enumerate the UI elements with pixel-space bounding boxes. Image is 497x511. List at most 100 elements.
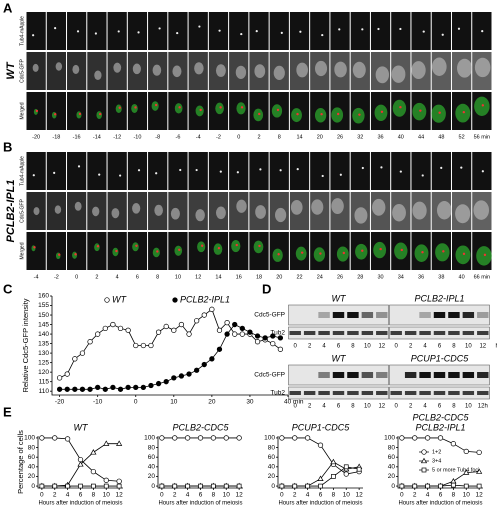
micrograph-tile	[168, 12, 188, 50]
micrograph-tile	[350, 12, 370, 50]
legend-label: WT	[112, 294, 127, 304]
time-label: 8	[278, 134, 281, 140]
gfp-signal	[174, 103, 183, 114]
lane-label: 4	[322, 344, 326, 350]
spb-dot	[361, 249, 364, 252]
blot-band	[376, 372, 388, 378]
spb-dot	[421, 174, 424, 177]
legend-marker	[172, 297, 178, 303]
time-label: 22	[296, 274, 302, 280]
data-point	[210, 435, 217, 441]
gfp-signal	[271, 104, 283, 118]
blot-band	[332, 391, 345, 395]
x-tick-label: 0	[40, 492, 44, 499]
chart-title: PCUP1-CDC5	[292, 422, 351, 432]
row-label: Tub4-mApple	[19, 16, 25, 46]
spb-dot	[195, 168, 198, 172]
time-label: 12	[195, 274, 201, 280]
data-point	[39, 435, 45, 441]
spb-dot	[300, 251, 304, 254]
data-point	[133, 342, 139, 349]
micrograph-tile	[67, 12, 87, 50]
data-point	[102, 325, 108, 332]
time-label: 48	[438, 134, 444, 140]
gfp-signal	[195, 209, 205, 222]
blot-band	[376, 331, 388, 335]
spb-dot	[296, 112, 299, 116]
data-point	[247, 329, 253, 335]
blot-band	[318, 391, 330, 395]
data-point	[463, 469, 470, 475]
x-tick-label: -10	[93, 399, 103, 406]
gfp-signal	[72, 251, 78, 259]
row-label: Cdc5-GFP	[19, 199, 25, 223]
spb-dot	[277, 253, 280, 256]
gfp-signal	[336, 246, 349, 262]
x-tick-label: 6	[199, 492, 203, 499]
time-label: 36	[378, 134, 384, 140]
gfp-signal	[411, 61, 426, 80]
data-point	[201, 361, 207, 368]
spb-dot	[421, 251, 424, 254]
data-point	[148, 382, 154, 389]
blot-band	[404, 331, 417, 335]
time-label: 28	[357, 274, 363, 280]
spb-dot	[380, 110, 384, 113]
lane-label: 12	[378, 344, 385, 350]
blot-band	[318, 372, 330, 378]
micrograph-tile	[67, 152, 87, 190]
data-point	[438, 483, 443, 489]
data-point	[186, 371, 192, 377]
lane-label: 6	[337, 344, 341, 350]
gfp-signal	[254, 64, 266, 79]
data-point	[254, 333, 261, 339]
spb-dot	[361, 166, 364, 170]
gfp-signal	[414, 244, 429, 263]
legend-label: 1+2	[432, 449, 441, 455]
data-point	[79, 386, 86, 392]
spb-dot	[54, 27, 57, 30]
x-tick-label: 6	[439, 492, 443, 499]
y-tick-label: 20	[268, 473, 276, 480]
data-point	[412, 483, 418, 489]
spb-dot	[399, 170, 402, 173]
y-tick-label: 120	[38, 369, 49, 376]
series-line	[59, 308, 281, 379]
y-tick-label: 100	[264, 435, 275, 442]
gfp-signal	[311, 199, 324, 215]
micrograph-tile	[411, 12, 431, 50]
x-tick-label: 6	[79, 492, 83, 499]
x-axis-label: Hours after induction of meiosis	[398, 501, 482, 507]
blot-band	[390, 391, 402, 395]
spb-dot	[118, 106, 121, 109]
gfp-signal	[236, 102, 246, 115]
gfp-signal	[352, 107, 365, 124]
gfp-signal	[431, 57, 447, 76]
micrograph-tile	[46, 232, 67, 270]
data-point	[56, 386, 63, 392]
micrograph-tile	[229, 152, 249, 190]
y-tick-label: 40	[28, 464, 36, 471]
x-tick-label: 6	[319, 492, 323, 499]
data-point	[254, 339, 261, 345]
time-label: 6	[136, 274, 139, 280]
spb-dot	[276, 108, 280, 112]
blot-band	[419, 391, 431, 395]
spb-dot	[198, 25, 201, 28]
x-tick-label: 8	[212, 492, 216, 499]
gfp-signal	[435, 243, 450, 262]
blot-row-label: Tub2	[270, 330, 285, 337]
gfp-signal	[394, 242, 408, 260]
data-point	[117, 325, 124, 332]
legend-marker	[104, 297, 110, 303]
x-tick-label: 2	[413, 492, 417, 499]
gfp-signal	[253, 108, 264, 122]
x-tick-label: 8	[332, 492, 336, 499]
spb-dot	[422, 30, 425, 33]
y-tick-label: 60	[268, 454, 276, 461]
data-point	[305, 483, 310, 489]
y-tick-label: 115	[39, 378, 50, 385]
time-label: 52	[459, 134, 465, 140]
lane-label: 10	[364, 404, 371, 410]
gfp-signal	[170, 207, 180, 220]
